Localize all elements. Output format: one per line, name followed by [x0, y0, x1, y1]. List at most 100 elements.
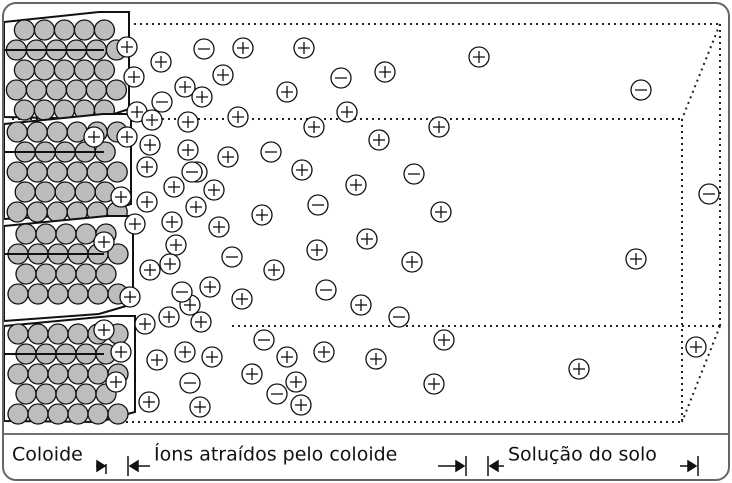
- cation: [178, 112, 198, 132]
- diagram: Coloide Íons atraídos pelo coloide Soluç…: [4, 4, 728, 479]
- attracted-ions-label: Íons atraídos pelo coloide: [154, 443, 397, 466]
- cation: [135, 314, 155, 334]
- anion: [172, 282, 192, 302]
- colloid-particle: [8, 404, 28, 424]
- cation: [351, 295, 371, 315]
- colloid-particle: [48, 324, 68, 344]
- anion: [261, 142, 281, 162]
- anion: [316, 280, 336, 300]
- anion: [222, 247, 242, 267]
- cation: [292, 160, 312, 180]
- cation: [242, 364, 262, 384]
- colloid-particle: [76, 224, 96, 244]
- cation: [366, 349, 386, 369]
- cation: [200, 277, 220, 297]
- colloid-particle: [6, 80, 26, 100]
- cation: [277, 347, 297, 367]
- cation: [117, 37, 137, 57]
- cation: [337, 102, 357, 122]
- cation: [469, 47, 489, 67]
- colloid-particle: [56, 224, 76, 244]
- colloid-particle: [48, 284, 68, 304]
- cation: [346, 175, 366, 195]
- colloid-particle: [7, 162, 27, 182]
- colloid-particle: [68, 324, 88, 344]
- cation: [277, 82, 297, 102]
- cation: [192, 87, 212, 107]
- colloid-particle: [56, 264, 76, 284]
- colloid-particle: [106, 80, 126, 100]
- ions: [84, 37, 719, 417]
- anion: [631, 80, 651, 100]
- colloid-particle: [7, 202, 27, 222]
- cation: [140, 260, 160, 280]
- cation: [111, 342, 131, 362]
- cation: [147, 350, 167, 370]
- diagram-frame: Coloide Íons atraídos pelo coloide Soluç…: [2, 2, 730, 481]
- colloid-particle: [68, 284, 88, 304]
- cation: [84, 127, 104, 147]
- colloid-particle: [75, 182, 95, 202]
- cation: [191, 312, 211, 332]
- colloid-particle: [96, 264, 116, 284]
- colloid-particle: [88, 404, 108, 424]
- colloid-particle: [8, 284, 28, 304]
- cation: [151, 52, 171, 72]
- anion: [331, 68, 351, 88]
- anion: [180, 373, 200, 393]
- cation: [162, 212, 182, 232]
- cation: [204, 180, 224, 200]
- cation: [232, 289, 252, 309]
- colloid-particle: [88, 284, 108, 304]
- cation: [286, 372, 306, 392]
- colloid-particle: [55, 182, 75, 202]
- cation: [569, 359, 589, 379]
- cation: [137, 157, 157, 177]
- cation: [291, 395, 311, 415]
- cation: [117, 127, 137, 147]
- colloid-particle: [7, 122, 27, 142]
- colloid-particle: [36, 384, 56, 404]
- cation: [186, 197, 206, 217]
- colloid-particle: [48, 404, 68, 424]
- cation: [139, 392, 159, 412]
- cation: [294, 38, 314, 58]
- anion: [389, 307, 409, 327]
- cation: [159, 307, 179, 327]
- cation: [304, 117, 324, 137]
- cation: [160, 254, 180, 274]
- colloid-particle: [67, 162, 87, 182]
- colloid-particle: [34, 100, 54, 120]
- cation: [434, 330, 454, 350]
- colloid-particle: [76, 264, 96, 284]
- anion: [194, 39, 214, 59]
- cation: [124, 67, 144, 87]
- cation: [233, 38, 253, 58]
- colloid-particle: [16, 264, 36, 284]
- colloid-particle: [27, 162, 47, 182]
- anion: [254, 330, 274, 350]
- cation: [252, 205, 272, 225]
- cation: [178, 140, 198, 160]
- colloid-particle: [68, 404, 88, 424]
- anion: [308, 195, 328, 215]
- colloid-particle: [27, 202, 47, 222]
- colloid-particle: [54, 60, 74, 80]
- colloid-particle: [8, 324, 28, 344]
- colloid-particle: [47, 202, 67, 222]
- colloid-particle: [94, 20, 114, 40]
- colloid-particle: [46, 80, 66, 100]
- colloid-particle: [86, 80, 106, 100]
- colloid-particle: [28, 324, 48, 344]
- colloid-particle: [35, 182, 55, 202]
- colloid-particle: [68, 364, 88, 384]
- colloid-particle: [15, 182, 35, 202]
- colloid-particle: [16, 384, 36, 404]
- colloid-particle: [8, 364, 28, 384]
- cation: [202, 347, 222, 367]
- colloid-particle: [47, 122, 67, 142]
- colloid-particle: [48, 364, 68, 384]
- cation: [357, 229, 377, 249]
- cation: [94, 320, 114, 340]
- cation: [264, 260, 284, 280]
